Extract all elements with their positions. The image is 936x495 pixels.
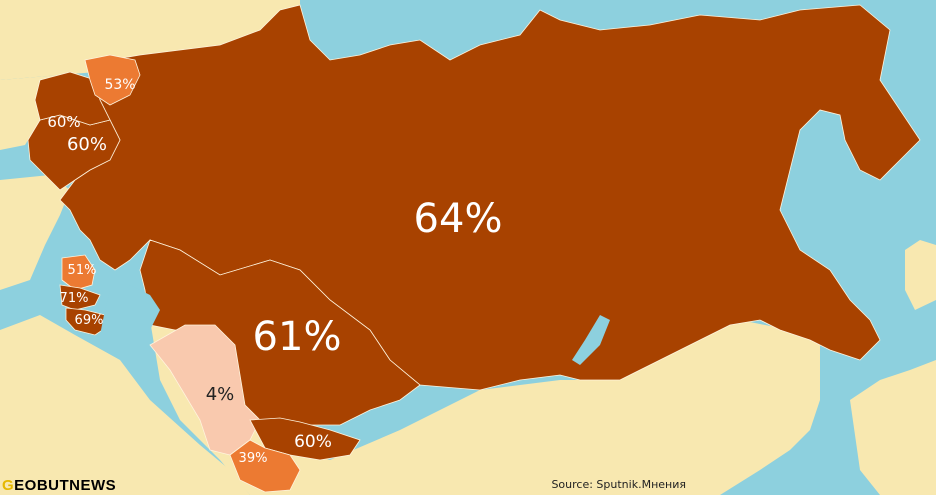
- region-russia: [59, 4, 921, 391]
- label-kazakhstan: 61%: [253, 314, 342, 360]
- region-belarus: [34, 71, 111, 126]
- label-kyrgyzstan: 60%: [294, 432, 332, 452]
- label-russia: 64%: [414, 196, 503, 242]
- logo-letter-g: G: [2, 477, 15, 494]
- logo-rest: EOBUTNEWS: [14, 477, 117, 494]
- label-belarus: 60%: [47, 113, 80, 131]
- label-uzbekistan: 4%: [206, 384, 235, 405]
- label-ukraine: 60%: [67, 134, 107, 155]
- region-estonia: [84, 54, 141, 106]
- source-caption: Source: Sputnik.Мнения: [551, 478, 686, 491]
- label-georgia: 71%: [60, 291, 89, 306]
- label-estonia: 53%: [104, 77, 135, 93]
- label-tajikistan: 39%: [239, 451, 268, 466]
- region-georgia: [59, 284, 101, 311]
- region-tajikistan: [229, 439, 301, 493]
- lake-baikal: [572, 315, 610, 365]
- region-kazakhstan: [139, 239, 421, 426]
- logo-geobutnews: GEOBUTNEWS: [2, 477, 116, 494]
- label-armenia: 51%: [68, 263, 97, 278]
- label-azerbaijan: 69%: [75, 313, 104, 328]
- caspian-sea: [100, 285, 160, 350]
- region-armenia: [61, 254, 96, 291]
